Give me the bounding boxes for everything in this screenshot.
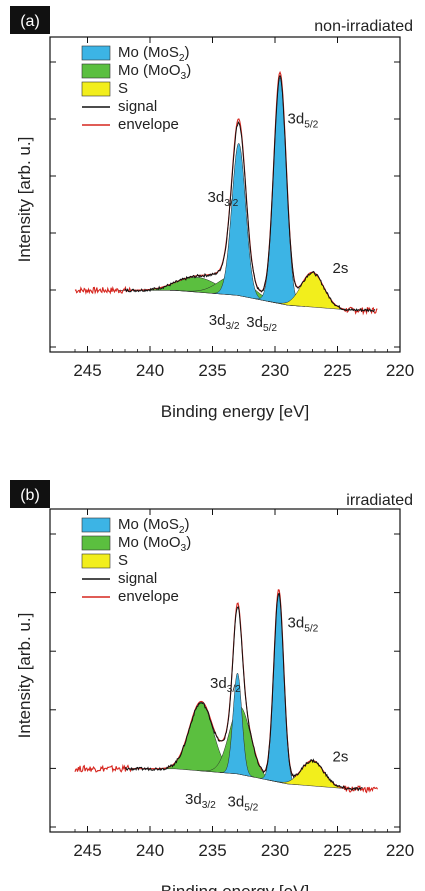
legend-label: signal xyxy=(118,570,157,587)
y-axis-ticks xyxy=(50,61,400,348)
x-axis-title: Binding energy [eV] xyxy=(161,402,309,421)
peak-label: 3d5/2 xyxy=(246,314,277,334)
legend-swatch xyxy=(81,517,111,533)
panel-label-text: (a) xyxy=(20,13,40,30)
peak-label: 3d3/2 xyxy=(185,791,216,811)
component-peaks xyxy=(153,592,358,790)
legend-swatch xyxy=(81,553,111,569)
peak-label: 2s xyxy=(333,260,349,277)
legend-label: signal xyxy=(118,98,157,115)
y-axis-title: Intensity [arb. u.] xyxy=(15,137,34,263)
peak-mo-mos2-3d3-2 xyxy=(211,142,267,302)
panel-label-text: (b) xyxy=(20,487,40,504)
x-tick-label: 220 xyxy=(386,361,414,380)
panel-label: (b) xyxy=(10,480,50,508)
x-tick-label: 235 xyxy=(198,841,226,860)
panel-b: (b) irradiated 245 240 235 230 225 220 Binding e… xyxy=(10,480,414,891)
legend-label: Mo (MoS2) xyxy=(118,44,190,64)
panel-label-box xyxy=(10,480,50,508)
legend-label: Mo (MoO3) xyxy=(118,534,191,554)
peak-label: 3d5/2 xyxy=(288,615,319,635)
panel-label-box xyxy=(10,6,50,34)
x-axis-title: Binding energy [eV] xyxy=(161,882,309,891)
x-tick-label: 235 xyxy=(198,361,226,380)
legend-label: S xyxy=(118,552,128,569)
peak-annotations: 3d5/2 3d3/2 2s 3d3/2 3d5/2 xyxy=(208,110,349,334)
legend-swatch xyxy=(81,81,111,97)
peak-label: 3d5/2 xyxy=(228,794,259,814)
legend-swatch xyxy=(81,45,111,61)
panel-label: (a) xyxy=(10,6,50,34)
panel-a: (a) non-irradiated 245 240 235 230 225 220 Bindi… xyxy=(10,6,414,421)
x-tick-label: 245 xyxy=(73,841,101,860)
x-axis: 245 240 235 230 225 220 xyxy=(73,37,414,380)
condition-label: irradiated xyxy=(346,492,413,509)
peak-annotations: 3d5/2 3d3/2 2s 3d3/2 3d5/2 xyxy=(185,615,348,814)
legend-label: envelope xyxy=(118,588,179,605)
component-peaks xyxy=(117,77,358,311)
x-tick-label: 225 xyxy=(323,361,351,380)
x-tick-label: 230 xyxy=(261,361,289,380)
peak-mo-mos2-3d3-2 xyxy=(219,672,256,778)
peak-label: 2s xyxy=(333,748,349,765)
x-tick-label: 220 xyxy=(386,841,414,860)
legend-label: S xyxy=(118,80,128,97)
y-axis-title: Intensity [arb. u.] xyxy=(15,613,34,739)
x-axis: 245 240 235 230 225 220 xyxy=(73,509,414,860)
legend-swatch xyxy=(81,63,111,79)
condition-label: non-irradiated xyxy=(314,18,413,35)
x-tick-label: 225 xyxy=(323,841,351,860)
legend-swatch xyxy=(81,535,111,551)
legend-label: Mo (MoO3) xyxy=(118,62,191,82)
peak-label: 3d3/2 xyxy=(209,312,240,332)
x-tick-label: 230 xyxy=(261,841,289,860)
legend-label: Mo (MoS2) xyxy=(118,516,190,536)
peak-label: 3d3/2 xyxy=(210,675,241,695)
peak-label: 3d5/2 xyxy=(288,110,319,130)
legend-label: envelope xyxy=(118,116,179,133)
x-tick-label: 245 xyxy=(73,361,101,380)
x-tick-label: 240 xyxy=(136,841,164,860)
peak-label: 3d3/2 xyxy=(208,189,239,209)
y-axis-ticks xyxy=(50,533,400,828)
signal-line xyxy=(124,592,363,792)
x-tick-label: 240 xyxy=(136,361,164,380)
signal-line xyxy=(124,74,376,313)
